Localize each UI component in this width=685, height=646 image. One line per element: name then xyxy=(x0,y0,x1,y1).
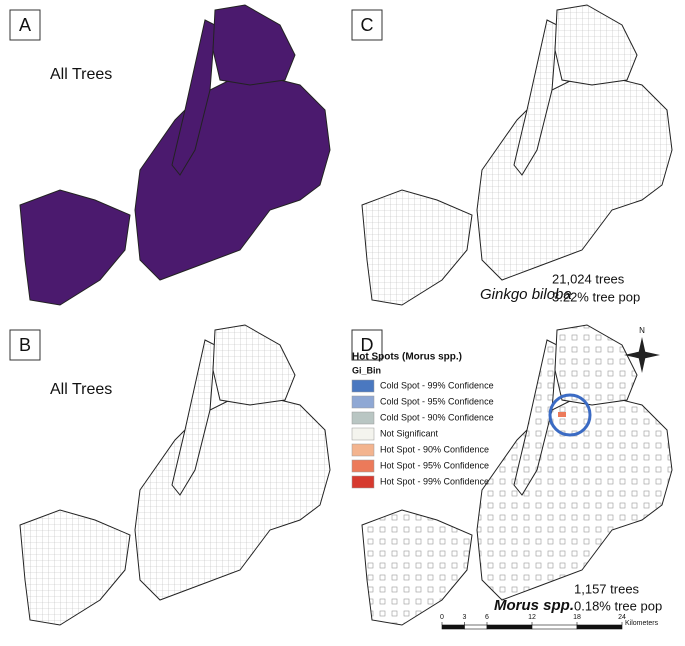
compass: N xyxy=(624,326,660,373)
scale-label: 3 xyxy=(463,614,467,621)
count: 1,157 trees xyxy=(574,581,640,596)
panel-title: All Trees xyxy=(50,381,112,398)
legend-swatch xyxy=(351,395,375,409)
legend-field: Gi_Bin xyxy=(352,365,381,375)
legend-swatch xyxy=(351,379,375,393)
legend-swatch xyxy=(351,411,375,425)
legend-label: Not Significant xyxy=(380,428,439,438)
highlight-circle xyxy=(548,393,592,437)
map-grid xyxy=(19,324,331,626)
scale-segment xyxy=(441,624,465,630)
legend-label: Cold Spot - 95% Confidence xyxy=(380,396,494,406)
legend-swatch xyxy=(351,459,375,473)
legend: Hot Spots (Morus spp.) Gi_Bin Cold Spot … xyxy=(351,352,494,489)
label-box xyxy=(9,329,41,361)
legend-label: Hot Spot - 99% Confidence xyxy=(380,476,489,486)
panel-b: B All Trees xyxy=(9,324,331,626)
scale-label: 18 xyxy=(573,614,581,621)
legend-title: Hot Spots (Morus spp.) xyxy=(352,352,462,363)
legend-label: Cold Spot - 90% Confidence xyxy=(380,412,494,422)
scale-unit: Kilometers xyxy=(625,620,659,627)
share: 3.22% tree pop xyxy=(552,289,640,304)
map-all-trees xyxy=(19,4,331,306)
label-box xyxy=(351,9,383,41)
label-box xyxy=(351,329,383,361)
panel-c: C Ginkgo biloba 21,024 trees 3.22% tree … xyxy=(351,4,673,306)
legend-label: Hot Spot - 90% Confidence xyxy=(380,444,489,454)
legend-label: Hot Spot - 95% Confidence xyxy=(380,460,489,470)
legend-swatch xyxy=(351,427,375,441)
panel-label: D xyxy=(361,335,374,355)
scale-label: 6 xyxy=(485,614,489,621)
label-box xyxy=(9,9,41,41)
scale-label: 0 xyxy=(440,614,444,621)
legend-label: Cold Spot - 99% Confidence xyxy=(380,380,494,390)
scale-segment xyxy=(531,624,578,630)
panel-label: C xyxy=(361,15,374,35)
count: 21,024 trees xyxy=(552,271,625,286)
map-grid xyxy=(361,4,673,306)
panel-title: All Trees xyxy=(50,66,112,83)
panel-a: A All Trees xyxy=(9,4,331,306)
scale-segment xyxy=(486,624,533,630)
species: Ginkgo biloba xyxy=(480,286,572,303)
share: 0.18% tree pop xyxy=(574,598,662,613)
scale-segment xyxy=(464,624,488,630)
compass-north: N xyxy=(639,326,645,335)
legend-swatch xyxy=(351,443,375,457)
map-grid xyxy=(361,324,673,626)
scale-label: 24 xyxy=(618,614,626,621)
scale-label: 12 xyxy=(528,614,536,621)
scale-segment xyxy=(576,624,623,630)
species: Morus spp. xyxy=(494,597,574,614)
panel-d: D Hot Spots (Morus spp.) Gi_Bin Cold Spo… xyxy=(351,324,673,630)
panel-label: A xyxy=(19,15,31,35)
legend-swatch xyxy=(351,475,375,489)
panel-label: B xyxy=(19,335,31,355)
